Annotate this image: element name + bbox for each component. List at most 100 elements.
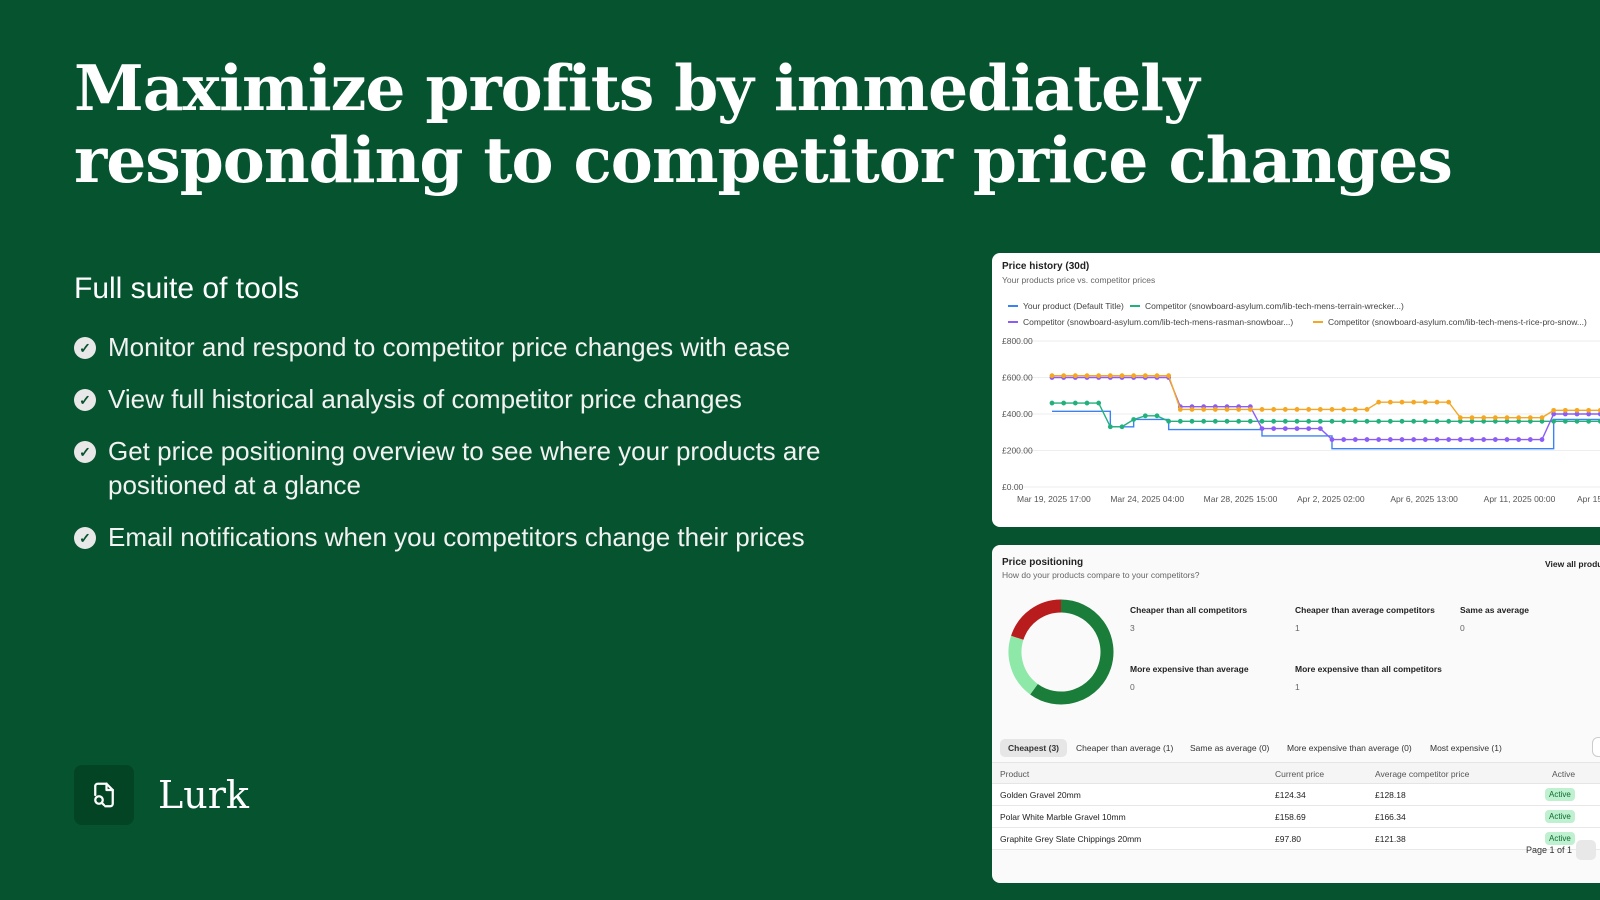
data-point bbox=[1446, 399, 1452, 405]
data-point bbox=[1317, 426, 1323, 431]
stat-label: Cheaper than all competitors bbox=[1130, 605, 1248, 615]
price-positioning-subtitle: How do your products compare to your com… bbox=[1002, 570, 1200, 580]
data-point bbox=[1387, 399, 1393, 405]
data-point bbox=[1352, 437, 1358, 442]
legend-label: Competitor (snowboard-asylum.com/lib-tec… bbox=[1328, 317, 1587, 327]
cell-average-price: £128.18 bbox=[1375, 790, 1406, 800]
data-point bbox=[1119, 424, 1125, 430]
legend-item[interactable]: Your product (Default Title) bbox=[1008, 301, 1124, 311]
cell-average-price: £121.38 bbox=[1375, 834, 1406, 844]
tab-cheapest[interactable]: Cheapest (3) bbox=[1000, 739, 1068, 757]
legend-item[interactable]: Competitor (snowboard-asylum.com/lib-tec… bbox=[1008, 317, 1293, 327]
data-point bbox=[1096, 373, 1102, 379]
data-point bbox=[1562, 418, 1568, 424]
legend-item[interactable]: Competitor (snowboard-asylum.com/lib-tec… bbox=[1130, 301, 1404, 311]
previous-page-button[interactable] bbox=[1576, 840, 1596, 860]
legend-swatch bbox=[1130, 305, 1140, 307]
cell-product: Golden Gravel 20mm bbox=[1000, 790, 1081, 800]
data-point bbox=[1376, 418, 1382, 424]
column-header-average-price[interactable]: Average competitor price bbox=[1375, 769, 1470, 779]
data-point bbox=[1212, 418, 1218, 424]
data-point bbox=[1492, 437, 1498, 442]
data-point bbox=[1166, 418, 1172, 424]
data-point bbox=[1329, 437, 1335, 442]
data-point bbox=[1306, 418, 1312, 424]
data-point bbox=[1142, 373, 1148, 379]
cell-current-price: £158.69 bbox=[1275, 812, 1306, 822]
legend-label: Your product (Default Title) bbox=[1023, 301, 1124, 311]
check-circle-icon: ✓ bbox=[74, 389, 96, 411]
data-point bbox=[1341, 437, 1347, 442]
data-point bbox=[1446, 437, 1452, 442]
data-point bbox=[1107, 373, 1113, 379]
data-point bbox=[1084, 373, 1090, 379]
data-point bbox=[1597, 411, 1600, 417]
data-point bbox=[1072, 400, 1078, 406]
data-point bbox=[1294, 418, 1300, 424]
data-point bbox=[1399, 418, 1405, 424]
data-point bbox=[1189, 418, 1195, 424]
data-point bbox=[1469, 418, 1475, 424]
data-point bbox=[1422, 437, 1428, 442]
check-circle-icon: ✓ bbox=[74, 441, 96, 463]
data-point bbox=[1504, 418, 1510, 424]
series-line bbox=[1052, 410, 1600, 450]
data-point bbox=[1352, 407, 1358, 412]
tab-same-as-average[interactable]: Same as average (0) bbox=[1190, 743, 1270, 753]
column-header-current-price[interactable]: Current price bbox=[1275, 769, 1325, 779]
data-point bbox=[1376, 437, 1382, 442]
data-point bbox=[1212, 407, 1218, 412]
stat-label: Cheaper than average competitors bbox=[1295, 605, 1435, 615]
data-point bbox=[1434, 418, 1440, 424]
data-point bbox=[1387, 418, 1393, 424]
stat-cheaper-than-all: Cheaper than all competitors 3 bbox=[1130, 605, 1247, 633]
price-positioning-donut bbox=[1008, 599, 1114, 705]
data-point bbox=[1364, 407, 1370, 412]
stat-label: More expensive than all competitors bbox=[1295, 664, 1442, 674]
data-point bbox=[1142, 413, 1148, 419]
legend-label: Competitor (snowboard-asylum.com/lib-tec… bbox=[1023, 317, 1294, 327]
data-point bbox=[1492, 418, 1498, 424]
data-point bbox=[1469, 437, 1475, 442]
y-tick-label: £400.00 bbox=[1002, 409, 1033, 419]
table-row[interactable]: Polar White Marble Gravel 10mm £158.69 £… bbox=[992, 806, 1600, 828]
data-point bbox=[1201, 418, 1207, 424]
column-header-active[interactable]: Active bbox=[1552, 769, 1576, 779]
data-point bbox=[1527, 437, 1533, 442]
column-header-product[interactable]: Product bbox=[1000, 769, 1030, 779]
view-all-products-link[interactable]: View all products bbox=[1545, 559, 1600, 569]
data-point bbox=[1259, 418, 1265, 424]
data-point bbox=[1166, 373, 1172, 379]
price-history-card: Price history (30d) Your products price … bbox=[992, 253, 1600, 527]
table-row[interactable]: Golden Gravel 20mm £124.34 £128.18 Activ… bbox=[992, 784, 1600, 806]
data-point bbox=[1586, 411, 1592, 417]
document-search-icon bbox=[74, 765, 134, 825]
feature-item: ✓ Get price positioning overview to see … bbox=[74, 434, 834, 502]
y-tick-label: £600.00 bbox=[1002, 373, 1033, 383]
data-point bbox=[1306, 407, 1312, 412]
table-row[interactable]: Graphite Grey Slate Chippings 20mm £97.8… bbox=[992, 828, 1600, 850]
data-point bbox=[1422, 399, 1428, 405]
stat-value: 0 bbox=[1460, 623, 1465, 633]
legend-label: Competitor (snowboard-asylum.com/lib-tec… bbox=[1145, 301, 1404, 311]
donut-segment bbox=[1011, 599, 1062, 641]
data-point bbox=[1539, 437, 1545, 442]
price-history-chart[interactable]: £800.00 £600.00 £400.00 £200.00 £0.00 Mar 19,… bbox=[992, 327, 1600, 527]
stat-value: 3 bbox=[1130, 623, 1135, 633]
data-point bbox=[1154, 413, 1160, 419]
data-point bbox=[1539, 415, 1545, 421]
check-circle-icon: ✓ bbox=[74, 337, 96, 359]
legend-swatch bbox=[1008, 321, 1018, 323]
tab-most-expensive[interactable]: Most expensive (1) bbox=[1430, 743, 1502, 753]
legend-item[interactable]: Competitor (snowboard-asylum.com/lib-tec… bbox=[1313, 317, 1587, 327]
data-point bbox=[1271, 418, 1277, 424]
data-point bbox=[1072, 373, 1078, 379]
data-point bbox=[1096, 400, 1102, 406]
tab-cheaper-than-average[interactable]: Cheaper than average (1) bbox=[1076, 743, 1174, 753]
brand: Lurk bbox=[74, 765, 249, 825]
tab-scroll-button[interactable] bbox=[1592, 737, 1600, 757]
data-point bbox=[1551, 407, 1557, 413]
tab-more-expensive-than-average[interactable]: More expensive than average (0) bbox=[1287, 743, 1412, 753]
data-point bbox=[1516, 415, 1522, 421]
data-point bbox=[1411, 418, 1417, 424]
